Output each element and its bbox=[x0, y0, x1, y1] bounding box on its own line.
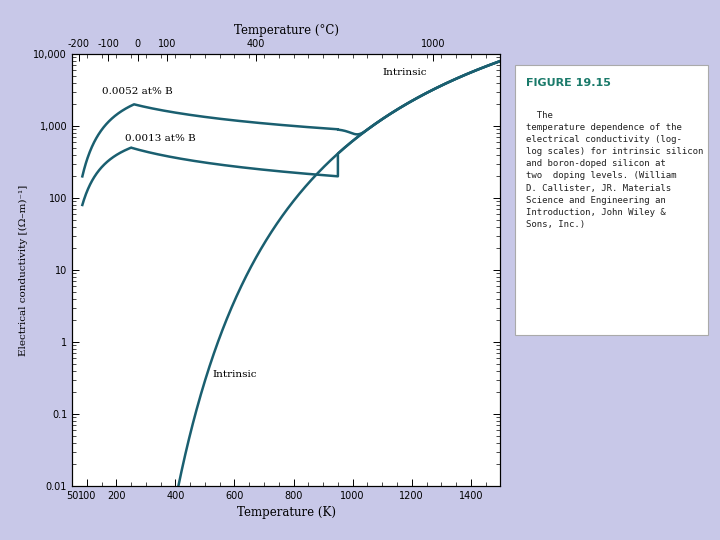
Y-axis label: Electrical conductivity [(Ω–m)⁻¹]: Electrical conductivity [(Ω–m)⁻¹] bbox=[19, 184, 28, 356]
X-axis label: Temperature (K): Temperature (K) bbox=[237, 507, 336, 519]
Text: Intrinsic: Intrinsic bbox=[212, 370, 257, 379]
Text: 0.0052 at% B: 0.0052 at% B bbox=[102, 87, 172, 96]
X-axis label: Temperature (°C): Temperature (°C) bbox=[234, 24, 338, 37]
Text: 0.0013 at% B: 0.0013 at% B bbox=[125, 134, 196, 143]
Text: Intrinsic: Intrinsic bbox=[382, 68, 427, 77]
Text: FIGURE 19.15: FIGURE 19.15 bbox=[526, 78, 611, 89]
Text: The
temperature dependence of the
electrical conductivity (log-
log scales) for : The temperature dependence of the electr… bbox=[526, 111, 703, 229]
